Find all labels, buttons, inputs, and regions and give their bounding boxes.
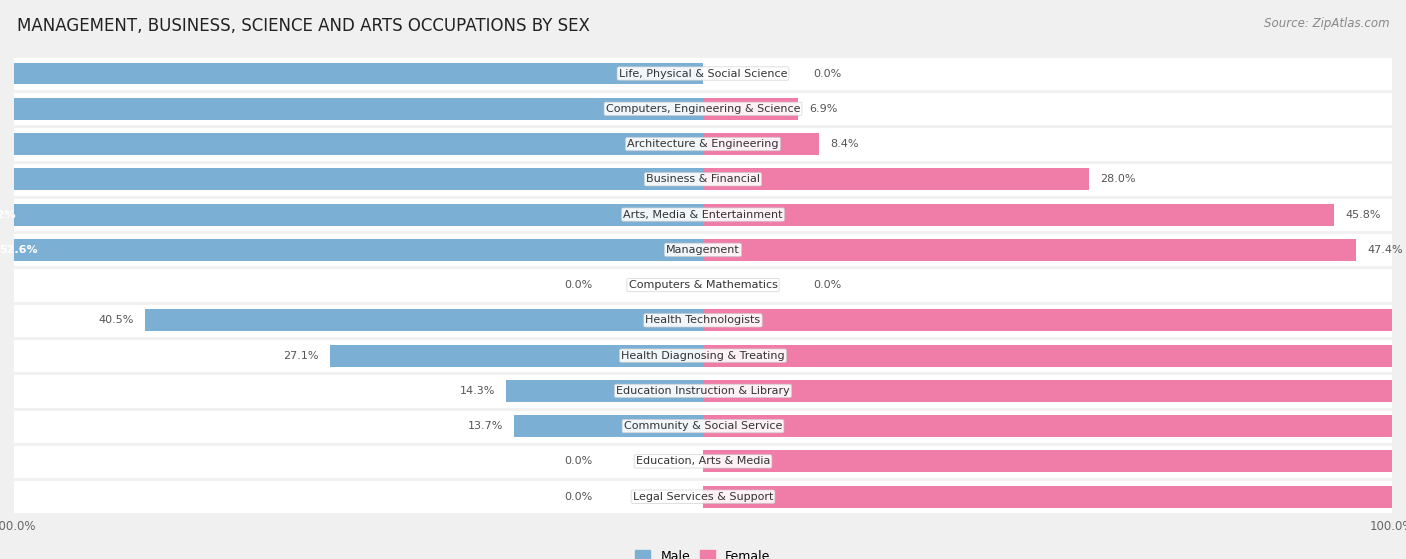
- Bar: [14, 91, 1392, 126]
- Text: Life, Physical & Social Science: Life, Physical & Social Science: [619, 69, 787, 78]
- Bar: [145, 310, 703, 331]
- Bar: [0, 239, 703, 260]
- Text: 0.0%: 0.0%: [565, 492, 593, 501]
- Text: Legal Services & Support: Legal Services & Support: [633, 492, 773, 501]
- Text: Business & Financial: Business & Financial: [645, 174, 761, 184]
- Legend: Male, Female: Male, Female: [630, 544, 776, 559]
- Bar: [14, 409, 1392, 444]
- Bar: [14, 303, 1392, 338]
- Bar: [703, 451, 1406, 472]
- Bar: [14, 126, 1392, 162]
- Text: 27.1%: 27.1%: [283, 350, 319, 361]
- Bar: [703, 345, 1406, 367]
- Bar: [14, 232, 1392, 267]
- Bar: [703, 310, 1406, 331]
- Bar: [703, 203, 1334, 225]
- Bar: [14, 373, 1392, 409]
- Text: 47.4%: 47.4%: [1367, 245, 1403, 255]
- Bar: [506, 380, 703, 402]
- Bar: [703, 133, 818, 155]
- Text: Source: ZipAtlas.com: Source: ZipAtlas.com: [1264, 17, 1389, 30]
- Text: 0.0%: 0.0%: [565, 280, 593, 290]
- Text: 0.0%: 0.0%: [565, 456, 593, 466]
- Text: Education Instruction & Library: Education Instruction & Library: [616, 386, 790, 396]
- Bar: [703, 486, 1406, 508]
- Bar: [14, 444, 1392, 479]
- Text: Computers & Mathematics: Computers & Mathematics: [628, 280, 778, 290]
- Text: 8.4%: 8.4%: [830, 139, 858, 149]
- Text: 14.3%: 14.3%: [460, 386, 495, 396]
- Bar: [14, 479, 1392, 514]
- Bar: [703, 239, 1357, 260]
- Text: Community & Social Service: Community & Social Service: [624, 421, 782, 431]
- Bar: [14, 338, 1392, 373]
- Text: MANAGEMENT, BUSINESS, SCIENCE AND ARTS OCCUPATIONS BY SEX: MANAGEMENT, BUSINESS, SCIENCE AND ARTS O…: [17, 17, 589, 35]
- Bar: [0, 98, 703, 120]
- Text: 40.5%: 40.5%: [98, 315, 134, 325]
- Bar: [703, 168, 1088, 190]
- Bar: [14, 162, 1392, 197]
- Text: 13.7%: 13.7%: [468, 421, 503, 431]
- Text: 0.0%: 0.0%: [813, 69, 841, 78]
- Bar: [703, 98, 799, 120]
- Bar: [0, 203, 703, 225]
- Bar: [703, 415, 1406, 437]
- Bar: [14, 56, 1392, 91]
- Text: Computers, Engineering & Science: Computers, Engineering & Science: [606, 104, 800, 114]
- Text: 45.8%: 45.8%: [1346, 210, 1381, 220]
- Text: Architecture & Engineering: Architecture & Engineering: [627, 139, 779, 149]
- Text: 0.0%: 0.0%: [813, 280, 841, 290]
- Text: Management: Management: [666, 245, 740, 255]
- Bar: [703, 380, 1406, 402]
- Bar: [14, 197, 1392, 232]
- Text: Health Diagnosing & Treating: Health Diagnosing & Treating: [621, 350, 785, 361]
- Text: 6.9%: 6.9%: [808, 104, 838, 114]
- Text: 28.0%: 28.0%: [1099, 174, 1135, 184]
- Bar: [0, 63, 703, 84]
- Bar: [515, 415, 703, 437]
- Text: Education, Arts & Media: Education, Arts & Media: [636, 456, 770, 466]
- Bar: [14, 267, 1392, 303]
- Text: 54.2%: 54.2%: [0, 210, 15, 220]
- Text: 52.6%: 52.6%: [0, 245, 38, 255]
- Text: Health Technologists: Health Technologists: [645, 315, 761, 325]
- Bar: [0, 133, 703, 155]
- Bar: [329, 345, 703, 367]
- Text: Arts, Media & Entertainment: Arts, Media & Entertainment: [623, 210, 783, 220]
- Bar: [0, 168, 703, 190]
